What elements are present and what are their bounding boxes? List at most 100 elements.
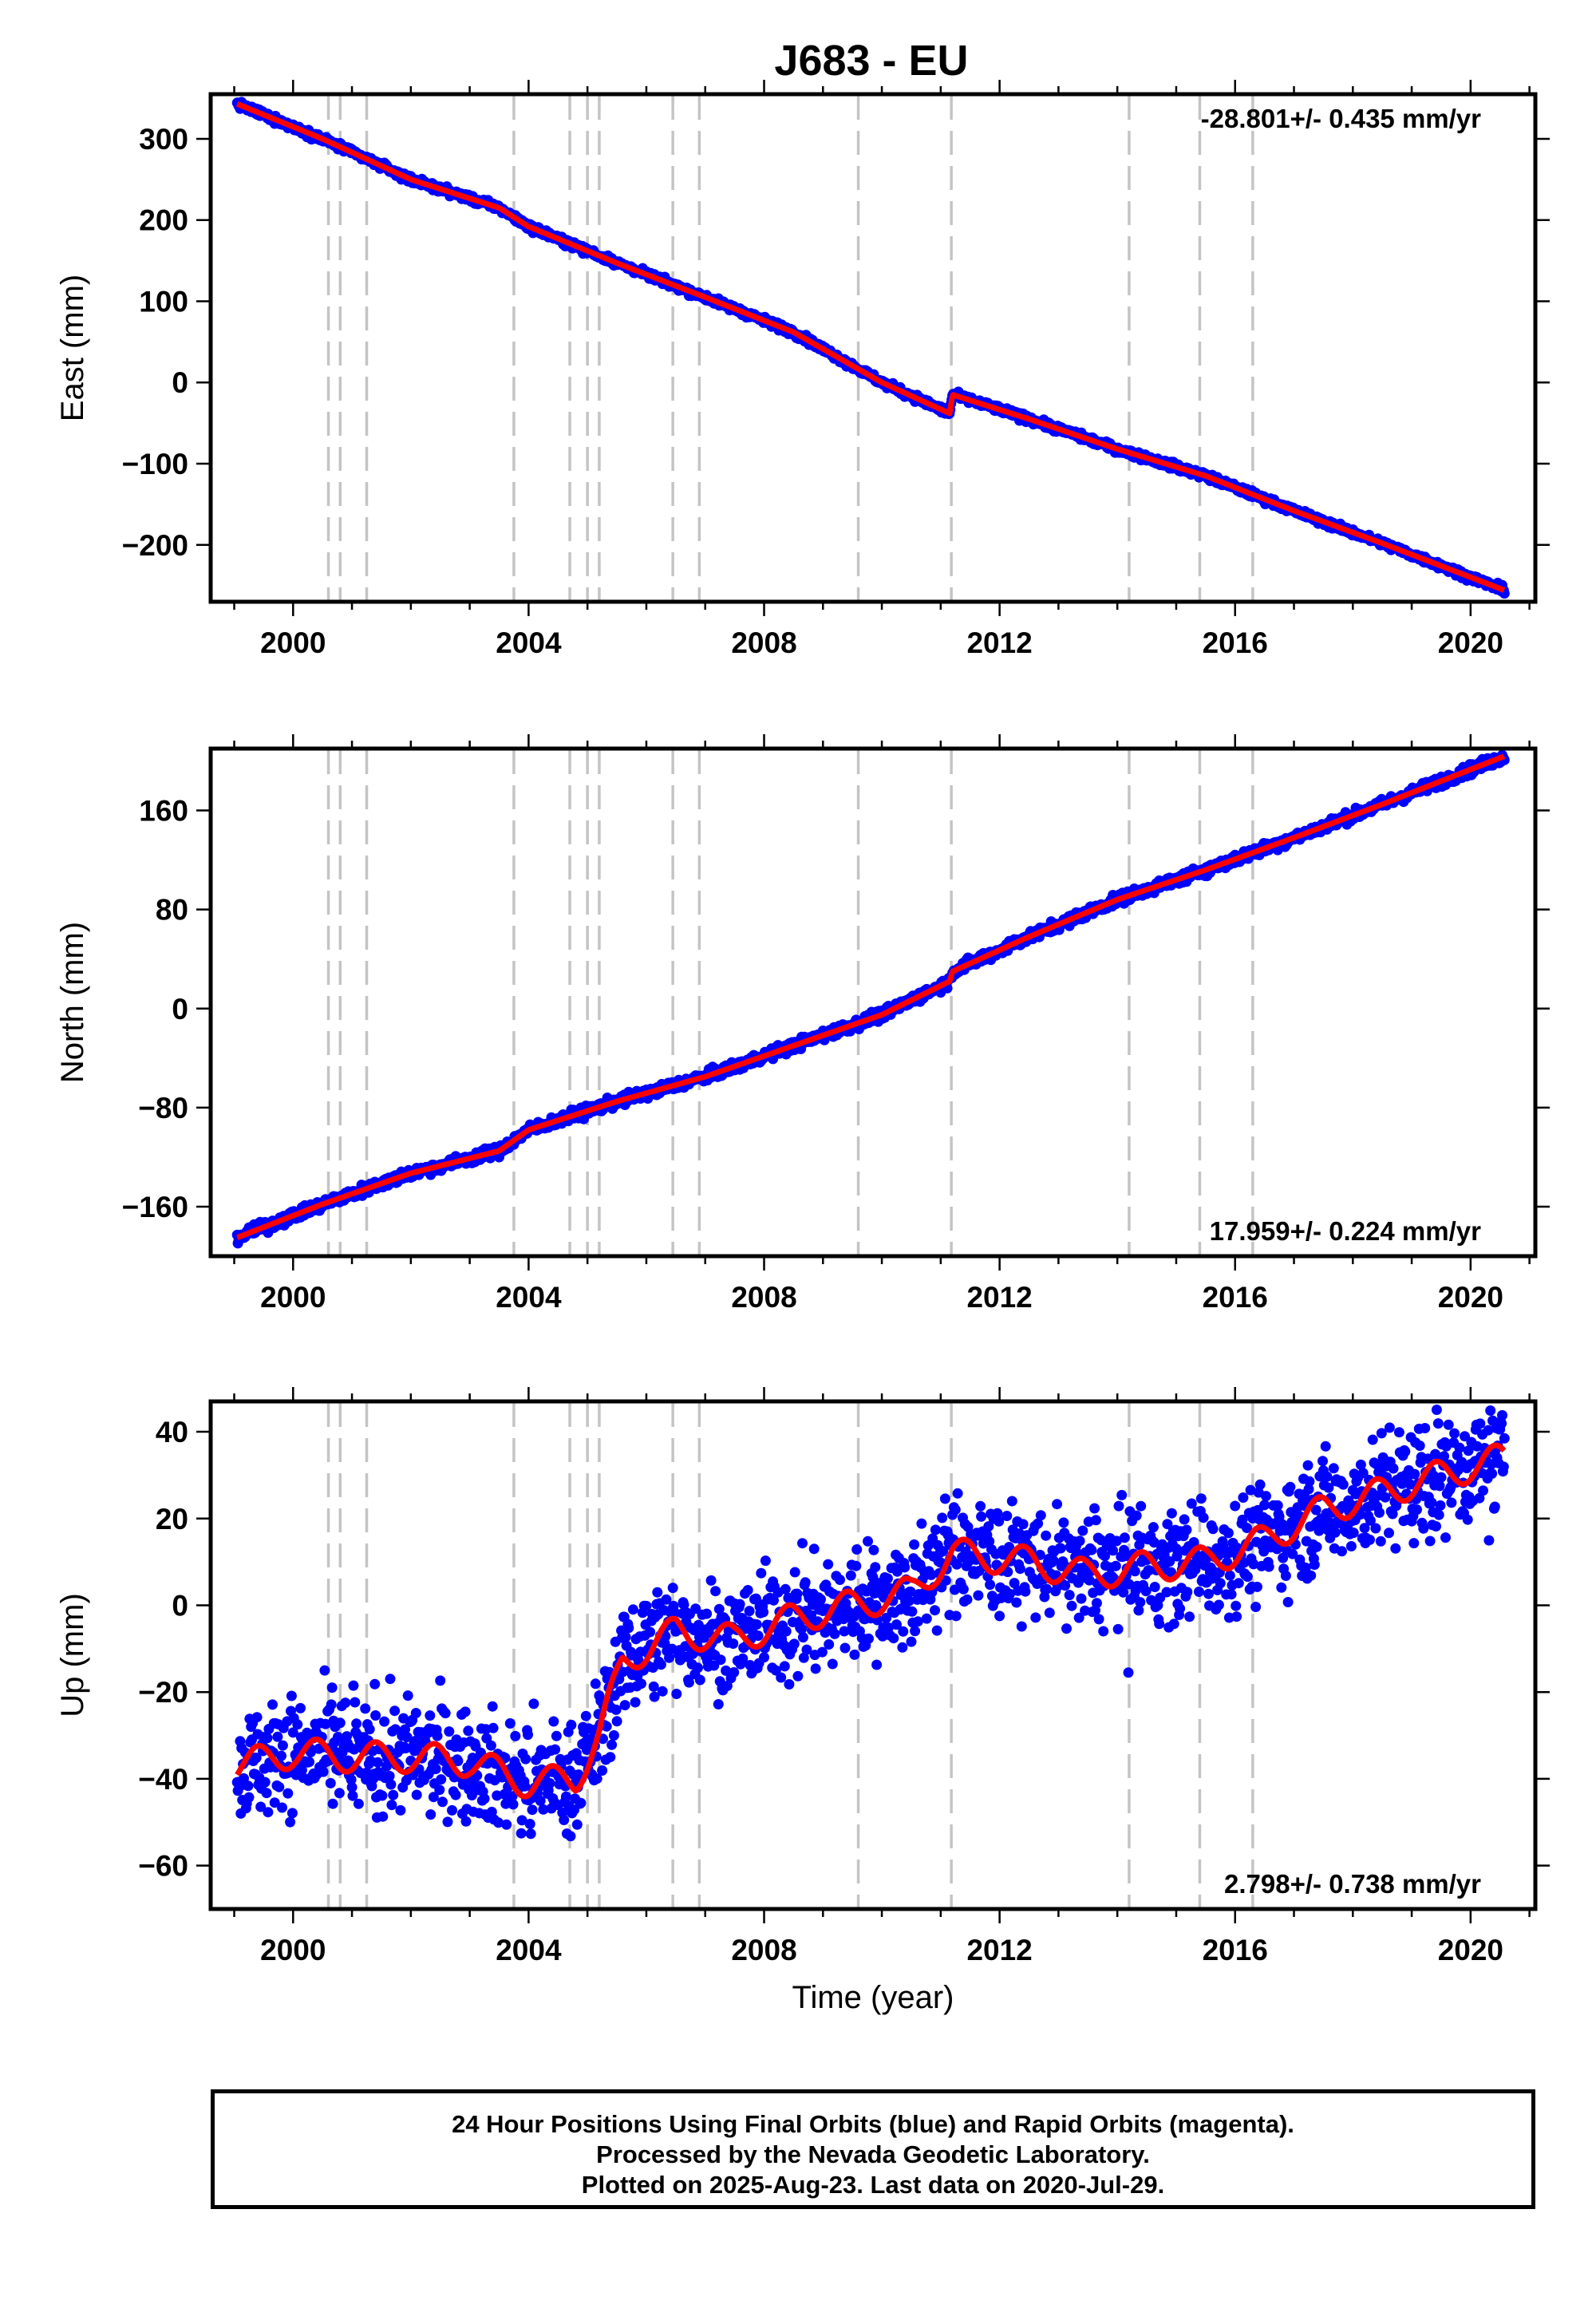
data-point <box>243 1780 254 1792</box>
data-point <box>1215 1578 1226 1589</box>
data-point <box>1149 1582 1160 1592</box>
data-point <box>930 1605 940 1616</box>
data-point <box>340 1697 351 1709</box>
data-point <box>694 1674 705 1686</box>
chart-title: J683 - EU <box>774 37 968 85</box>
data-point <box>304 1757 315 1768</box>
data-point <box>824 1639 835 1650</box>
data-point <box>776 1672 787 1683</box>
data-point <box>1207 1524 1219 1535</box>
data-point <box>952 1488 963 1499</box>
data-point <box>1131 1510 1142 1521</box>
data-point <box>976 1511 987 1522</box>
data-point <box>527 1804 538 1816</box>
data-point <box>627 1604 638 1615</box>
data-point <box>871 1659 883 1670</box>
data-point <box>263 1807 274 1818</box>
data-point <box>1231 1611 1242 1622</box>
data-point <box>1223 1528 1234 1539</box>
data-point <box>1179 1514 1190 1525</box>
data-point <box>411 1789 422 1800</box>
data-point <box>523 1729 533 1741</box>
data-point <box>516 1828 527 1839</box>
x-tick-label: 2012 <box>966 626 1032 659</box>
data-point <box>1091 1598 1102 1609</box>
data-point <box>610 1704 622 1715</box>
data-point <box>1074 1535 1085 1547</box>
data-point <box>286 1690 297 1701</box>
data-point <box>460 1816 472 1827</box>
data-point <box>550 1744 561 1755</box>
data-point <box>605 1752 616 1763</box>
data-point <box>937 1512 948 1524</box>
data-point <box>437 1796 448 1808</box>
data-point <box>377 1811 389 1822</box>
data-point <box>780 1583 791 1595</box>
data-point <box>897 1642 908 1653</box>
data-point <box>326 1699 337 1710</box>
data-point <box>501 1819 512 1830</box>
data-point <box>652 1587 663 1598</box>
data-point <box>259 1777 271 1788</box>
data-point <box>319 1665 330 1676</box>
y-tick-label: −100 <box>122 448 188 480</box>
data-point <box>623 1622 634 1634</box>
data-point <box>434 1784 445 1796</box>
x-tick-label: 2000 <box>260 626 326 659</box>
data-point <box>751 1619 762 1630</box>
data-point <box>734 1599 745 1610</box>
data-point <box>1089 1503 1100 1514</box>
data-point <box>620 1631 631 1642</box>
data-point <box>1064 1590 1075 1601</box>
data-point <box>372 1757 383 1768</box>
data-point <box>899 1562 911 1573</box>
data-point <box>1093 1614 1104 1625</box>
data-point <box>1066 1600 1077 1611</box>
data-point <box>630 1697 641 1708</box>
data-point <box>985 1579 996 1591</box>
data-point <box>528 1698 539 1709</box>
data-point <box>792 1588 803 1599</box>
data-point <box>912 1616 923 1627</box>
data-point <box>590 1678 601 1690</box>
y-tick-label: −160 <box>122 1191 188 1223</box>
data-point <box>1213 1599 1224 1611</box>
data-point <box>560 1791 571 1802</box>
data-point <box>797 1632 808 1643</box>
data-point <box>377 1790 388 1801</box>
data-point <box>784 1679 795 1690</box>
data-point <box>797 1538 808 1549</box>
data-point <box>728 1638 739 1649</box>
data-point <box>548 1716 559 1727</box>
y-tick-label: 0 <box>172 993 188 1026</box>
data-point <box>1116 1489 1128 1500</box>
data-point <box>350 1697 361 1708</box>
data-point <box>851 1544 863 1555</box>
data-point <box>571 1819 583 1830</box>
data-point <box>1129 1566 1140 1577</box>
y-tick-label: 100 <box>139 285 188 318</box>
data-point <box>425 1809 437 1820</box>
data-point <box>544 1778 555 1788</box>
data-point <box>1052 1499 1063 1510</box>
data-point <box>1195 1493 1207 1504</box>
data-point <box>667 1583 678 1594</box>
data-point <box>657 1686 668 1697</box>
data-point <box>1086 1544 1097 1555</box>
data-point <box>1030 1612 1041 1623</box>
data-point <box>575 1797 587 1808</box>
data-point <box>504 1718 516 1729</box>
data-point <box>370 1710 381 1721</box>
data-point <box>277 1802 287 1813</box>
data-point <box>1006 1496 1017 1507</box>
x-tick-label: 2020 <box>1438 1281 1503 1314</box>
up-data-points <box>231 1405 1510 1842</box>
data-point <box>1166 1508 1177 1519</box>
data-point <box>606 1739 618 1750</box>
x-tick-label: 2008 <box>731 1281 796 1314</box>
data-point <box>565 1831 576 1842</box>
data-point <box>950 1611 962 1622</box>
data-point <box>829 1628 840 1639</box>
data-point <box>285 1816 296 1828</box>
data-point <box>1077 1525 1088 1536</box>
